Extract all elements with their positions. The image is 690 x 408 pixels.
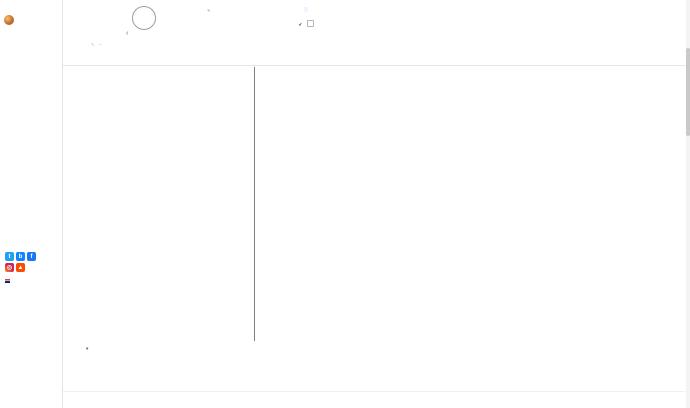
edit-pencil-icon[interactable]: ✎ (91, 43, 95, 47)
intensity-block: ⓘ ✔ (260, 6, 352, 28)
classe-row (260, 14, 352, 19)
edit-pencil-icon[interactable]: ✎ (207, 9, 211, 13)
user-row[interactable] (4, 15, 60, 25)
entraineur-checkbox[interactable] (306, 20, 314, 27)
activity-summary: ✎ (158, 6, 262, 14)
scrollbar-thumb[interactable] (686, 48, 690, 136)
distance-duration: ✎ (158, 7, 262, 14)
chart-cursor-line (254, 67, 255, 341)
tab-bar (62, 52, 690, 66)
instagram-icon[interactable]: ◎ (5, 263, 14, 272)
collapse-header-chevron-icon[interactable]: ‹ (126, 30, 129, 37)
check-icon: ✔ (298, 22, 303, 27)
author-row (5, 279, 59, 283)
scrollbar-track[interactable] (686, 0, 690, 408)
avatar[interactable] (4, 15, 14, 25)
workout-row: ✎ – (85, 42, 645, 47)
interval-stats-strip (62, 67, 686, 107)
activity-header: ‹ ✎ ⓘ ✔ (62, 0, 690, 50)
dash: – (99, 42, 102, 47)
activity-type-badge (132, 6, 156, 30)
sidebar-footer: t b f ◎ ▲ (5, 250, 59, 283)
bottom-toolbar (62, 391, 685, 408)
bluesky-icon[interactable]: b (16, 252, 25, 261)
info-icon: ⓘ (303, 7, 309, 12)
load-row: ⓘ (260, 7, 352, 13)
intervalles-dropdown[interactable]: ▾ (86, 346, 89, 351)
mini-summary-chart[interactable] (62, 355, 688, 391)
strava-icon[interactable]: ▲ (16, 263, 25, 272)
conformite-row: ✔ (260, 20, 352, 28)
facebook-icon[interactable]: f (27, 252, 36, 261)
twitter-icon[interactable]: t (5, 252, 14, 261)
flag-icon (5, 279, 10, 283)
sidebar: t b f ◎ ▲ (0, 0, 63, 408)
time-axis (62, 343, 688, 355)
